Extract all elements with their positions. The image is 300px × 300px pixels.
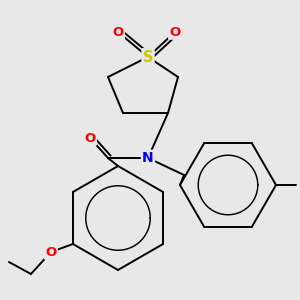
Text: O: O xyxy=(84,131,96,145)
Text: S: S xyxy=(143,50,153,64)
Text: O: O xyxy=(169,26,181,38)
Text: O: O xyxy=(112,26,124,38)
Text: O: O xyxy=(45,245,57,259)
Text: N: N xyxy=(142,151,154,165)
